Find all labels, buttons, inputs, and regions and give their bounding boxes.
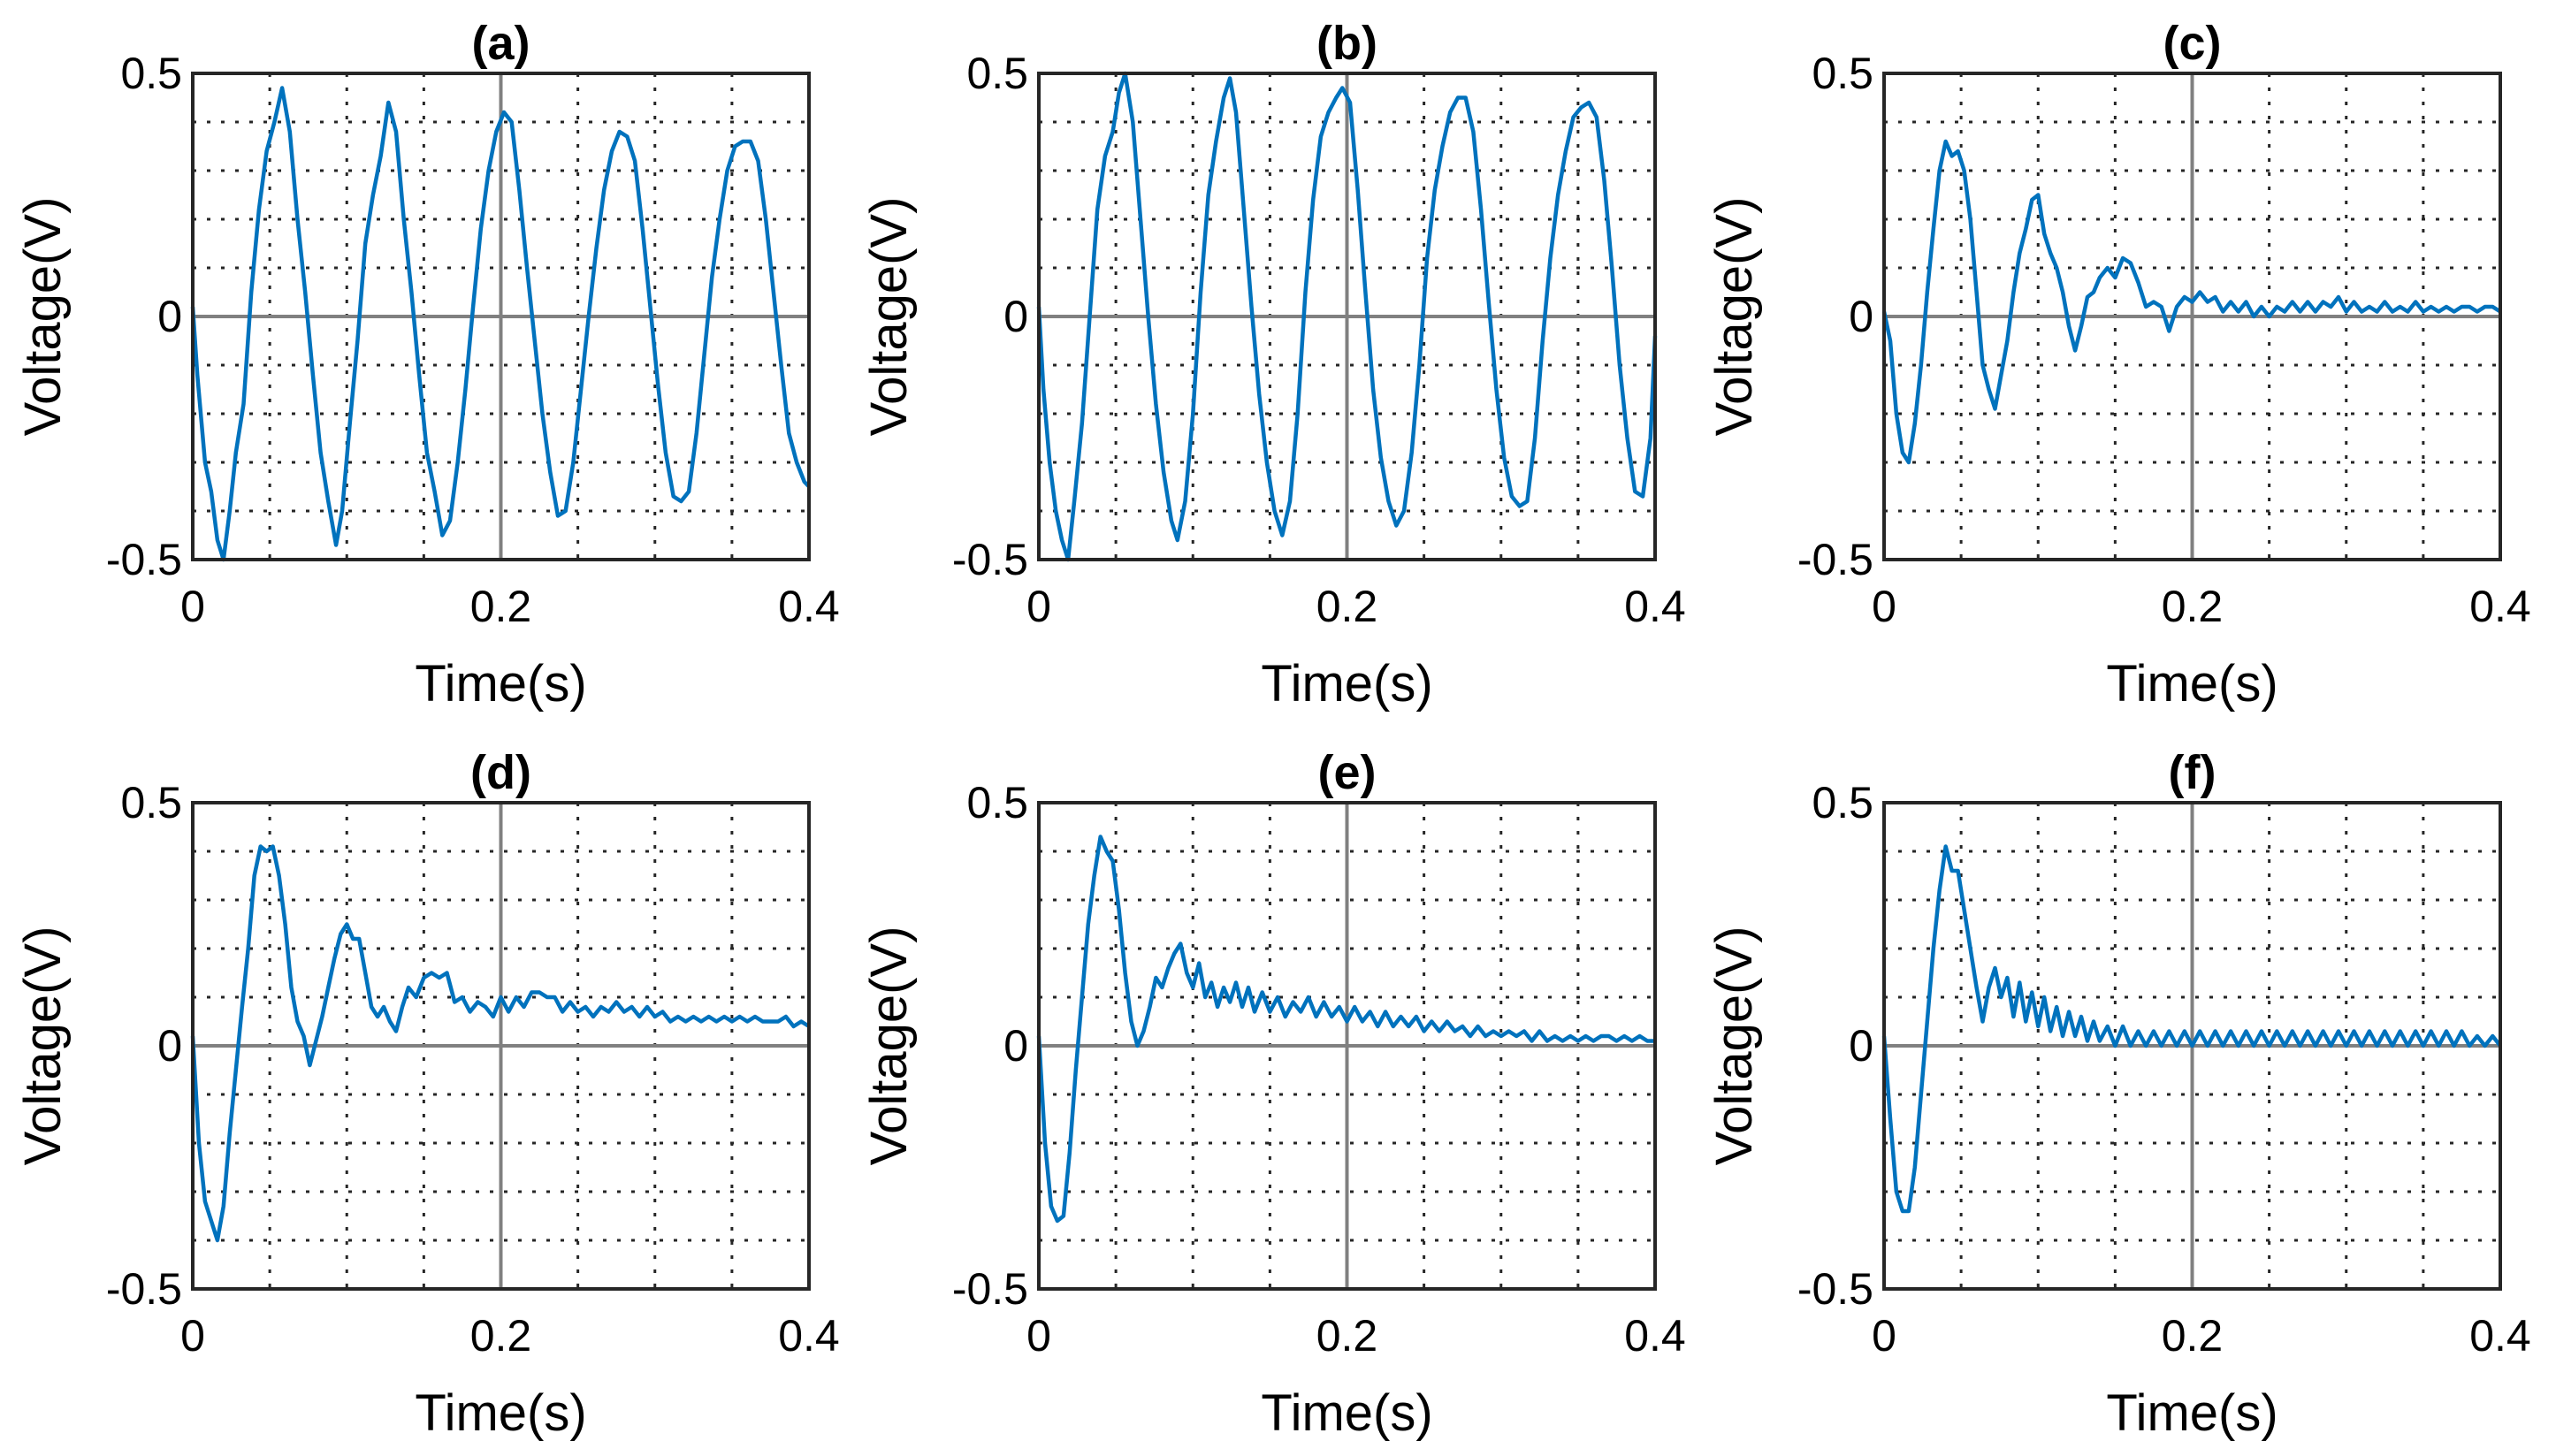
y-tick-label: 0 xyxy=(157,1021,182,1071)
x-tick-label: 0 xyxy=(180,1311,205,1361)
series-line-voltage xyxy=(1881,139,2502,465)
x-axis-label: Time(s) xyxy=(2106,655,2278,713)
panel-title: (a) xyxy=(472,17,530,70)
plot-frame xyxy=(1882,801,2502,1291)
y-axis-label: Voltage(V) xyxy=(860,197,918,437)
panel-title: (e) xyxy=(1318,746,1377,799)
x-tick-label: 0.2 xyxy=(2162,582,2224,631)
series-line-voltage xyxy=(1036,835,1655,1223)
series-line-voltage xyxy=(190,86,811,562)
y-tick-label: 0 xyxy=(1003,1021,1028,1071)
y-axis-label: Voltage(V) xyxy=(14,926,72,1166)
x-axis-label: Time(s) xyxy=(1261,655,1432,713)
y-axis-label: Voltage(V) xyxy=(1705,197,1763,437)
y-axis-label: Voltage(V) xyxy=(860,926,918,1166)
y-tick-label: 0.5 xyxy=(1812,778,1873,827)
x-tick-label: 0.4 xyxy=(778,582,840,631)
plot-frame xyxy=(191,801,811,1291)
x-axis-label: Time(s) xyxy=(415,655,586,713)
y-tick-label: -0.5 xyxy=(106,1264,182,1314)
y-tick-label: -0.5 xyxy=(106,535,182,584)
y-tick-label: -0.5 xyxy=(1797,535,1873,584)
panel-title: (f) xyxy=(2169,746,2216,799)
x-tick-label: 0.2 xyxy=(470,582,532,631)
plot-frame xyxy=(1037,801,1657,1291)
x-tick-label: 0.4 xyxy=(1624,582,1686,631)
y-tick-label: 0.5 xyxy=(120,778,182,827)
x-tick-label: 0 xyxy=(1026,1311,1051,1361)
plot-frame xyxy=(1037,72,1657,561)
x-tick-label: 0 xyxy=(1872,582,1896,631)
x-axis-label: Time(s) xyxy=(415,1384,586,1442)
plot-frame xyxy=(1882,72,2502,561)
x-tick-label: 0.4 xyxy=(1624,1311,1686,1361)
x-tick-label: 0.4 xyxy=(778,1311,840,1361)
x-tick-label: 0.2 xyxy=(1316,582,1378,631)
y-tick-label: -0.5 xyxy=(952,1264,1028,1314)
series-line-voltage xyxy=(1881,844,2502,1214)
panel-title: (b) xyxy=(1316,17,1377,70)
x-tick-label: 0 xyxy=(1872,1311,1896,1361)
series-line-voltage xyxy=(1036,71,1658,562)
plot-frame xyxy=(191,72,811,561)
x-tick-label: 0.4 xyxy=(2469,582,2531,631)
y-tick-label: 0.5 xyxy=(1812,49,1873,98)
y-tick-label: 0.5 xyxy=(966,778,1028,827)
x-tick-label: 0 xyxy=(1026,582,1051,631)
y-axis-label: Voltage(V) xyxy=(14,197,72,437)
x-tick-label: 0.4 xyxy=(2469,1311,2531,1361)
x-axis-label: Time(s) xyxy=(1261,1384,1432,1442)
x-tick-label: 0.2 xyxy=(2162,1311,2224,1361)
x-axis-label: Time(s) xyxy=(2106,1384,2278,1442)
y-tick-label: -0.5 xyxy=(952,535,1028,584)
y-tick-label: 0 xyxy=(1003,292,1028,341)
y-tick-label: 0.5 xyxy=(120,49,182,98)
panel-title: (d) xyxy=(470,746,531,799)
x-tick-label: 0 xyxy=(180,582,205,631)
y-tick-label: 0 xyxy=(157,292,182,341)
y-tick-label: 0 xyxy=(1849,1021,1873,1071)
x-tick-label: 0.2 xyxy=(1316,1311,1378,1361)
y-axis-label: Voltage(V) xyxy=(1705,926,1763,1166)
y-tick-label: 0 xyxy=(1849,292,1873,341)
y-tick-label: 0.5 xyxy=(966,49,1028,98)
x-tick-label: 0.2 xyxy=(470,1311,532,1361)
panel-title: (c) xyxy=(2163,17,2222,70)
series-line-voltage xyxy=(190,844,811,1243)
y-tick-label: -0.5 xyxy=(1797,1264,1873,1314)
